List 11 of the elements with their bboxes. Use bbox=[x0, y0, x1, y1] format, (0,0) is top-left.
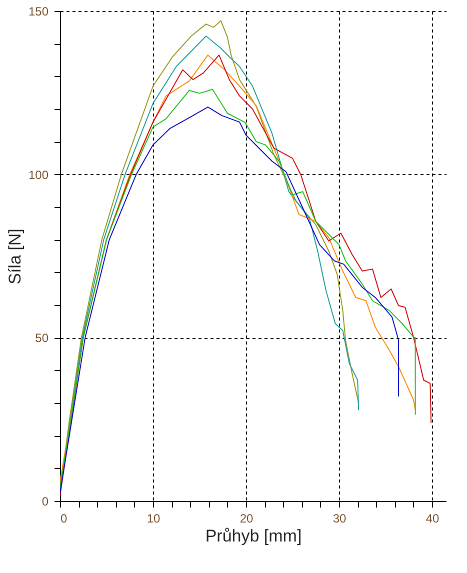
x-tick-label: 20 bbox=[240, 512, 254, 526]
y-axis-title: Síla [N] bbox=[5, 228, 24, 284]
y-tick-label: 50 bbox=[35, 331, 49, 346]
y-tick-label: 150 bbox=[28, 4, 49, 18]
y-tick-label: 100 bbox=[28, 168, 49, 182]
y-tick-label: 0 bbox=[42, 494, 49, 508]
x-tick-label: 40 bbox=[426, 512, 440, 526]
x-tick-label: 0 bbox=[60, 512, 68, 526]
x-tick-label: 30 bbox=[332, 512, 347, 526]
x-tick-label: 10 bbox=[146, 512, 161, 526]
x-axis-title: Průhyb [mm] bbox=[205, 526, 302, 546]
